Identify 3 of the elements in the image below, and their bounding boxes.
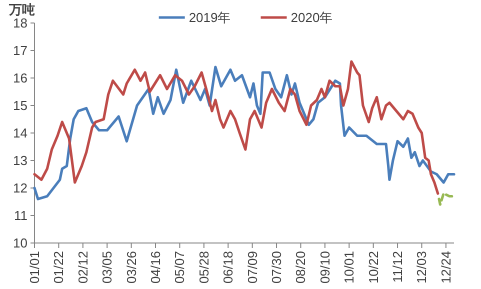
legend-label: 2019年 [188,10,231,25]
legend-label: 2020年 [290,10,333,25]
ylabel: 万吨 [9,2,35,17]
